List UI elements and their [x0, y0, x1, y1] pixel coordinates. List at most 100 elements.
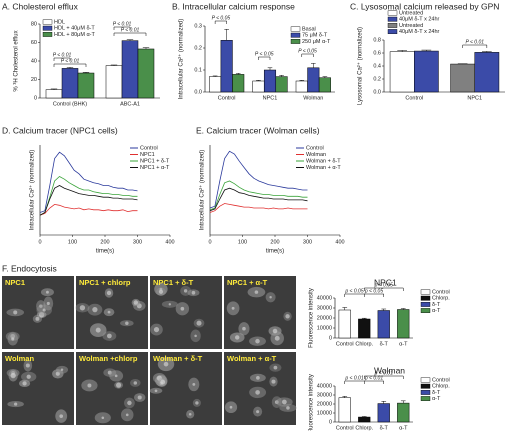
cell-spot: [35, 316, 40, 321]
bar: [105, 65, 123, 99]
y-tick-label: 0: [329, 419, 332, 425]
chart-title: Wolman: [374, 365, 405, 375]
cell-spot: [229, 405, 233, 409]
cell-spot: [46, 301, 50, 305]
legend-label: NPC1 + α-T: [140, 165, 170, 171]
cell-spot: [95, 327, 101, 333]
cell-spot: [59, 414, 64, 418]
x-tick-label: 200: [270, 239, 279, 245]
cell-spot: [127, 400, 132, 406]
cell-spot: [168, 303, 172, 306]
bar: [414, 50, 439, 93]
cell-spot: [158, 289, 164, 294]
cell-spot: [42, 308, 46, 312]
annotation: P < 0.01: [53, 52, 72, 58]
error-bar: [256, 80, 261, 81]
chart-title: A. Cholesterol efflux: [2, 1, 79, 11]
x-tick-label: Chlorp.: [355, 341, 373, 347]
error-bar: [482, 51, 492, 53]
legend-label: δ-T: [432, 390, 441, 396]
error-bar: [66, 67, 74, 69]
error-bar: [342, 307, 348, 310]
cell-spot: [281, 399, 287, 405]
y-tick-label: 0.8: [373, 37, 381, 43]
legend-swatch: [420, 289, 431, 295]
bar: [220, 40, 233, 93]
cell-spot: [180, 306, 185, 311]
legend-label: Chlorp.: [432, 384, 450, 390]
cell-spot: [191, 290, 196, 295]
x-tick-label: α-T: [399, 425, 408, 431]
error-bar: [82, 72, 90, 74]
cell-spot: [271, 379, 276, 384]
cell-spot: [285, 314, 290, 319]
cell-spot: [231, 306, 235, 310]
legend-label: Untreated: [399, 10, 423, 16]
legend-label: Basal: [302, 26, 316, 32]
cell-spot: [39, 304, 43, 308]
legend-swatch: [290, 39, 301, 44]
annotation: p < 0.01: [344, 375, 363, 381]
bar: [338, 309, 351, 339]
cell-spot: [234, 335, 240, 340]
legend-label: NPC1: [140, 152, 155, 158]
error-bar: [342, 396, 348, 398]
x-tick-label: 0: [38, 239, 41, 245]
x-tick-label: δ-T: [380, 341, 389, 347]
cell-spot: [46, 290, 49, 294]
significance-bracket: [301, 53, 314, 57]
cell-spot: [194, 334, 197, 338]
error-bar: [311, 63, 316, 68]
y-tick-label: 0.0: [373, 89, 381, 95]
panel-label: Wolman + α-T: [227, 354, 277, 363]
cell-spot: [14, 402, 18, 406]
x-axis-label: time(s): [266, 249, 284, 255]
y-axis-label: Intracellular Ca²⁺ (normalized): [29, 150, 36, 231]
cell-spot: [153, 327, 160, 333]
y-axis-label: Fluorescence intensity: [309, 374, 315, 431]
legend-label: δ-T: [432, 302, 441, 308]
bar: [137, 48, 155, 99]
significance-bracket: [462, 44, 488, 48]
cell-spot: [183, 289, 188, 293]
annotation: p < 0.05: [374, 282, 393, 288]
annotation: P < 0.01: [121, 27, 140, 33]
annotation: p < 0.01: [374, 370, 393, 376]
error-bar: [381, 308, 387, 311]
cell-spot: [25, 363, 30, 368]
x-tick-label: 400: [165, 239, 174, 245]
cell-spot: [87, 383, 92, 388]
cell-spot: [125, 321, 129, 325]
bar: [307, 67, 320, 93]
x-tick-label: 300: [303, 239, 312, 245]
cell-spot: [106, 290, 112, 296]
legend-label: HDL: [54, 19, 65, 25]
x-tick-label: ABC-A1: [120, 101, 140, 107]
annotation: P < 0.01: [465, 39, 484, 45]
line-series: [39, 151, 138, 213]
y-tick-label: 0: [34, 95, 37, 101]
cell-spot: [274, 400, 279, 404]
cell-spot: [286, 406, 290, 410]
cell-spot: [196, 320, 202, 326]
y-tick-label: 40000: [317, 383, 332, 389]
bar: [252, 80, 265, 93]
y-tick-label: 40000: [317, 295, 332, 301]
error-bar: [224, 29, 229, 41]
legend-swatch: [420, 396, 431, 401]
cell-spot: [11, 337, 15, 341]
cell-spot: [256, 410, 260, 414]
error-bar: [421, 49, 432, 52]
error-bar: [212, 75, 218, 77]
significance-bracket: [344, 293, 365, 297]
error-bar: [381, 401, 387, 404]
panel-label: Wolman + δ-T: [153, 354, 203, 363]
legend-swatch: [420, 295, 431, 301]
bar: [232, 74, 245, 93]
y-tick-label: 0.2: [373, 76, 381, 82]
legend-swatch: [387, 23, 398, 28]
y-axis-label: Lysosomal Ca²⁺ (normalized): [357, 27, 364, 105]
bar: [295, 80, 308, 93]
x-tick-label: 300: [133, 239, 142, 245]
legend-label: α-T: [432, 396, 441, 402]
